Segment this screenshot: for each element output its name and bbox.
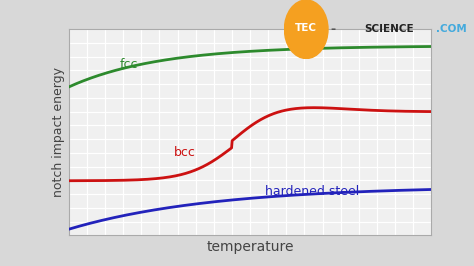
Text: bcc: bcc <box>174 147 196 159</box>
Ellipse shape <box>284 0 328 59</box>
Text: -: - <box>330 23 335 36</box>
Y-axis label: notch impact energy: notch impact energy <box>52 67 64 197</box>
Text: fcc: fcc <box>119 58 138 71</box>
Text: hardened steel: hardened steel <box>264 185 359 198</box>
X-axis label: temperature: temperature <box>206 240 294 253</box>
Text: TEC: TEC <box>295 23 317 33</box>
Text: .COM: .COM <box>436 24 466 34</box>
Text: SCIENCE: SCIENCE <box>364 24 413 34</box>
